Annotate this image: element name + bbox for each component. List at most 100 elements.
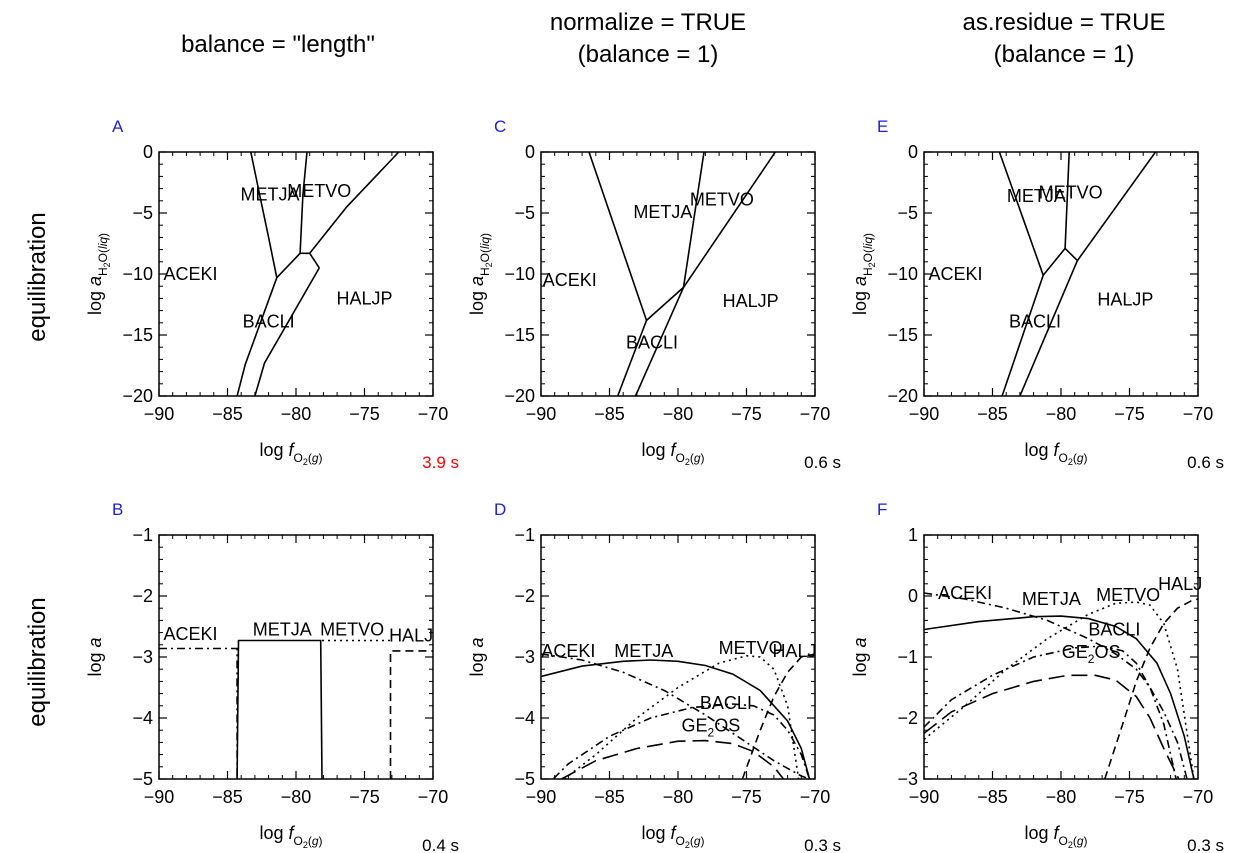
field-boundary [616,320,648,396]
x-tick-label: −90 [526,404,557,424]
x-tick-label: −70 [800,404,831,424]
field-label: METVO [287,181,351,201]
x-tick-label: −70 [1183,787,1214,807]
panel-letter: D [494,500,506,519]
field-label: BACLI [1088,620,1140,640]
series-line-metja [541,659,811,779]
x-axis-label: log fO2(g) [641,440,704,467]
series-line-aceki [541,653,810,779]
x-tick-label: −75 [1114,787,1145,807]
field-label: METVO [320,620,384,640]
field-boundary [634,287,685,396]
series-line-ge2os [561,739,785,779]
y-tick-label: −5 [514,769,535,789]
field-boundary [998,152,1044,276]
field-boundary [299,152,308,254]
column-title-3: as.residue = TRUE [963,9,1166,36]
field-boundary [1019,260,1079,396]
field-label: ACEKI [541,641,595,661]
field-label: BACLI [1009,312,1061,332]
panel-letter: F [877,500,887,519]
field-boundary [1076,152,1157,262]
field-label: GE2OS [1062,642,1121,666]
field-boundary [254,267,320,396]
y-tick-label: −5 [132,203,153,223]
y-tick-label: −5 [897,203,918,223]
y-tick-label: 0 [908,586,918,606]
x-tick-label: −70 [418,404,449,424]
y-tick-label: −10 [122,264,153,284]
panel-letter: C [494,117,506,136]
column-title-3: (balance = 1) [994,41,1135,68]
series-line-ge2os [924,674,1180,779]
x-tick-label: −85 [212,787,243,807]
panel-letter: E [877,117,888,136]
field-label: GE2OS [682,715,741,739]
series-line-metja [924,615,1195,779]
x-axis-label: log fO2(g) [259,823,322,850]
x-tick-label: −80 [281,787,312,807]
timing-label: 0.6 s [804,453,841,472]
y-tick-label: −2 [897,708,918,728]
y-axis-label: log aH2O(liq) [467,233,494,315]
x-tick-label: −85 [977,404,1008,424]
x-tick-label: −90 [144,787,175,807]
y-tick-label: −15 [887,325,918,345]
x-axis-label: log fO2(g) [1024,440,1087,467]
x-tick-label: −90 [144,404,175,424]
timing-label: 0.3 s [1187,836,1224,853]
panel-F: −90 −85 −80 −75 −70 1 0 −1 −2 −3 F 0.3 s log fO2(g) l… [850,500,1224,853]
series-line-metvo [924,601,1195,779]
x-tick-label: −90 [526,787,557,807]
timing-label: 0.3 s [804,836,841,853]
x-tick-label: −80 [663,787,694,807]
x-axis-label: log fO2(g) [641,823,704,850]
series-line-bacli [552,703,811,779]
y-axis-label: log a [467,637,487,676]
x-tick-label: −75 [349,404,380,424]
x-tick-label: −80 [281,404,312,424]
panel-E: −90 −85 −80 −75 −70 0 −5 −10 −15 −20 E 0.6 s log fO2… [850,117,1224,472]
row-label-2: equilibration [24,597,51,726]
y-tick-label: 1 [908,525,918,545]
series-line-halj [741,653,815,779]
y-tick-label: −1 [132,525,153,545]
y-tick-label: −1 [514,525,535,545]
field-label: METVO [719,638,783,658]
plot-frame [158,534,434,780]
y-tick-label: −5 [132,769,153,789]
y-tick-label: 0 [908,142,918,162]
field-label: METJA [1007,186,1066,206]
column-title-1: balance = "length" [181,31,375,58]
timing-label: 0.4 s [422,836,459,853]
panel-A: −90 −85 −80 −75 −70 0 −5 −10 −15 −20 A 3.9 s log fO2… [85,117,459,472]
x-tick-label: −70 [418,787,449,807]
row-label-1: equilibration [24,212,51,341]
field-label: METVO [690,190,754,210]
panel-C: −90 −85 −80 −75 −70 0 −5 −10 −15 −20 C 0.6 s log fO2… [467,117,841,472]
x-tick-label: −85 [594,404,625,424]
y-tick-label: −15 [504,325,535,345]
timing-label: 3.9 s [422,453,459,472]
x-tick-label: −75 [349,787,380,807]
x-tick-label: −90 [909,404,940,424]
y-tick-label: −15 [122,325,153,345]
field-label: ACEKI [928,264,982,284]
field-label: METVO [1096,585,1160,605]
field-boundary [1042,247,1078,276]
panel-D: −90 −85 −80 −75 −70 −1 −2 −3 −4 −5 D 0.3 s log fO2(g… [467,500,841,853]
y-tick-label: −3 [132,647,153,667]
field-label: ACEKI [938,583,992,603]
column-title-2: (balance = 1) [578,41,719,68]
field-boundary [682,152,705,288]
field-boundary [682,152,776,288]
column-title-2: normalize = TRUE [550,9,746,36]
field-boundary [645,286,685,321]
field-label: HALJP [723,291,779,311]
field-label: BACLI [626,332,678,352]
field-label: BACLI [700,693,752,713]
y-tick-label: 0 [525,142,535,162]
field-label: HALJ [772,641,816,661]
field-boundary [588,152,648,321]
